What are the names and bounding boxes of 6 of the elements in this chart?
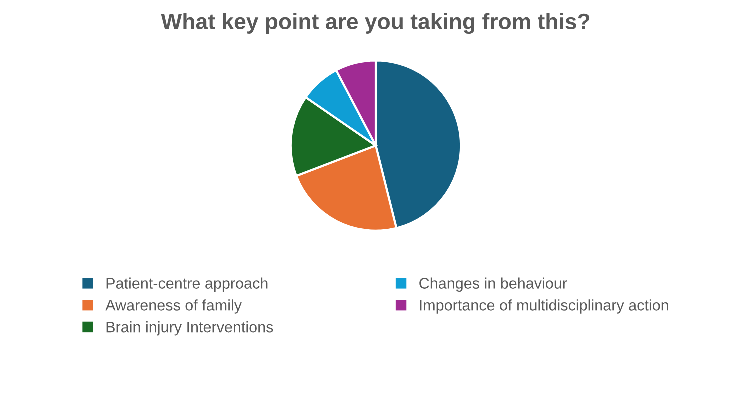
chart-title: What key point are you taking from this? — [161, 13, 590, 34]
legend-label: Brain injury Interventions — [106, 321, 274, 336]
legend-label: Importance of multidisciplinary action — [420, 300, 668, 314]
legend-label: Patient-centre approach — [106, 278, 268, 292]
legend-label: Awareness of family — [106, 300, 242, 314]
legend-label: Changes in behaviour — [420, 278, 568, 292]
